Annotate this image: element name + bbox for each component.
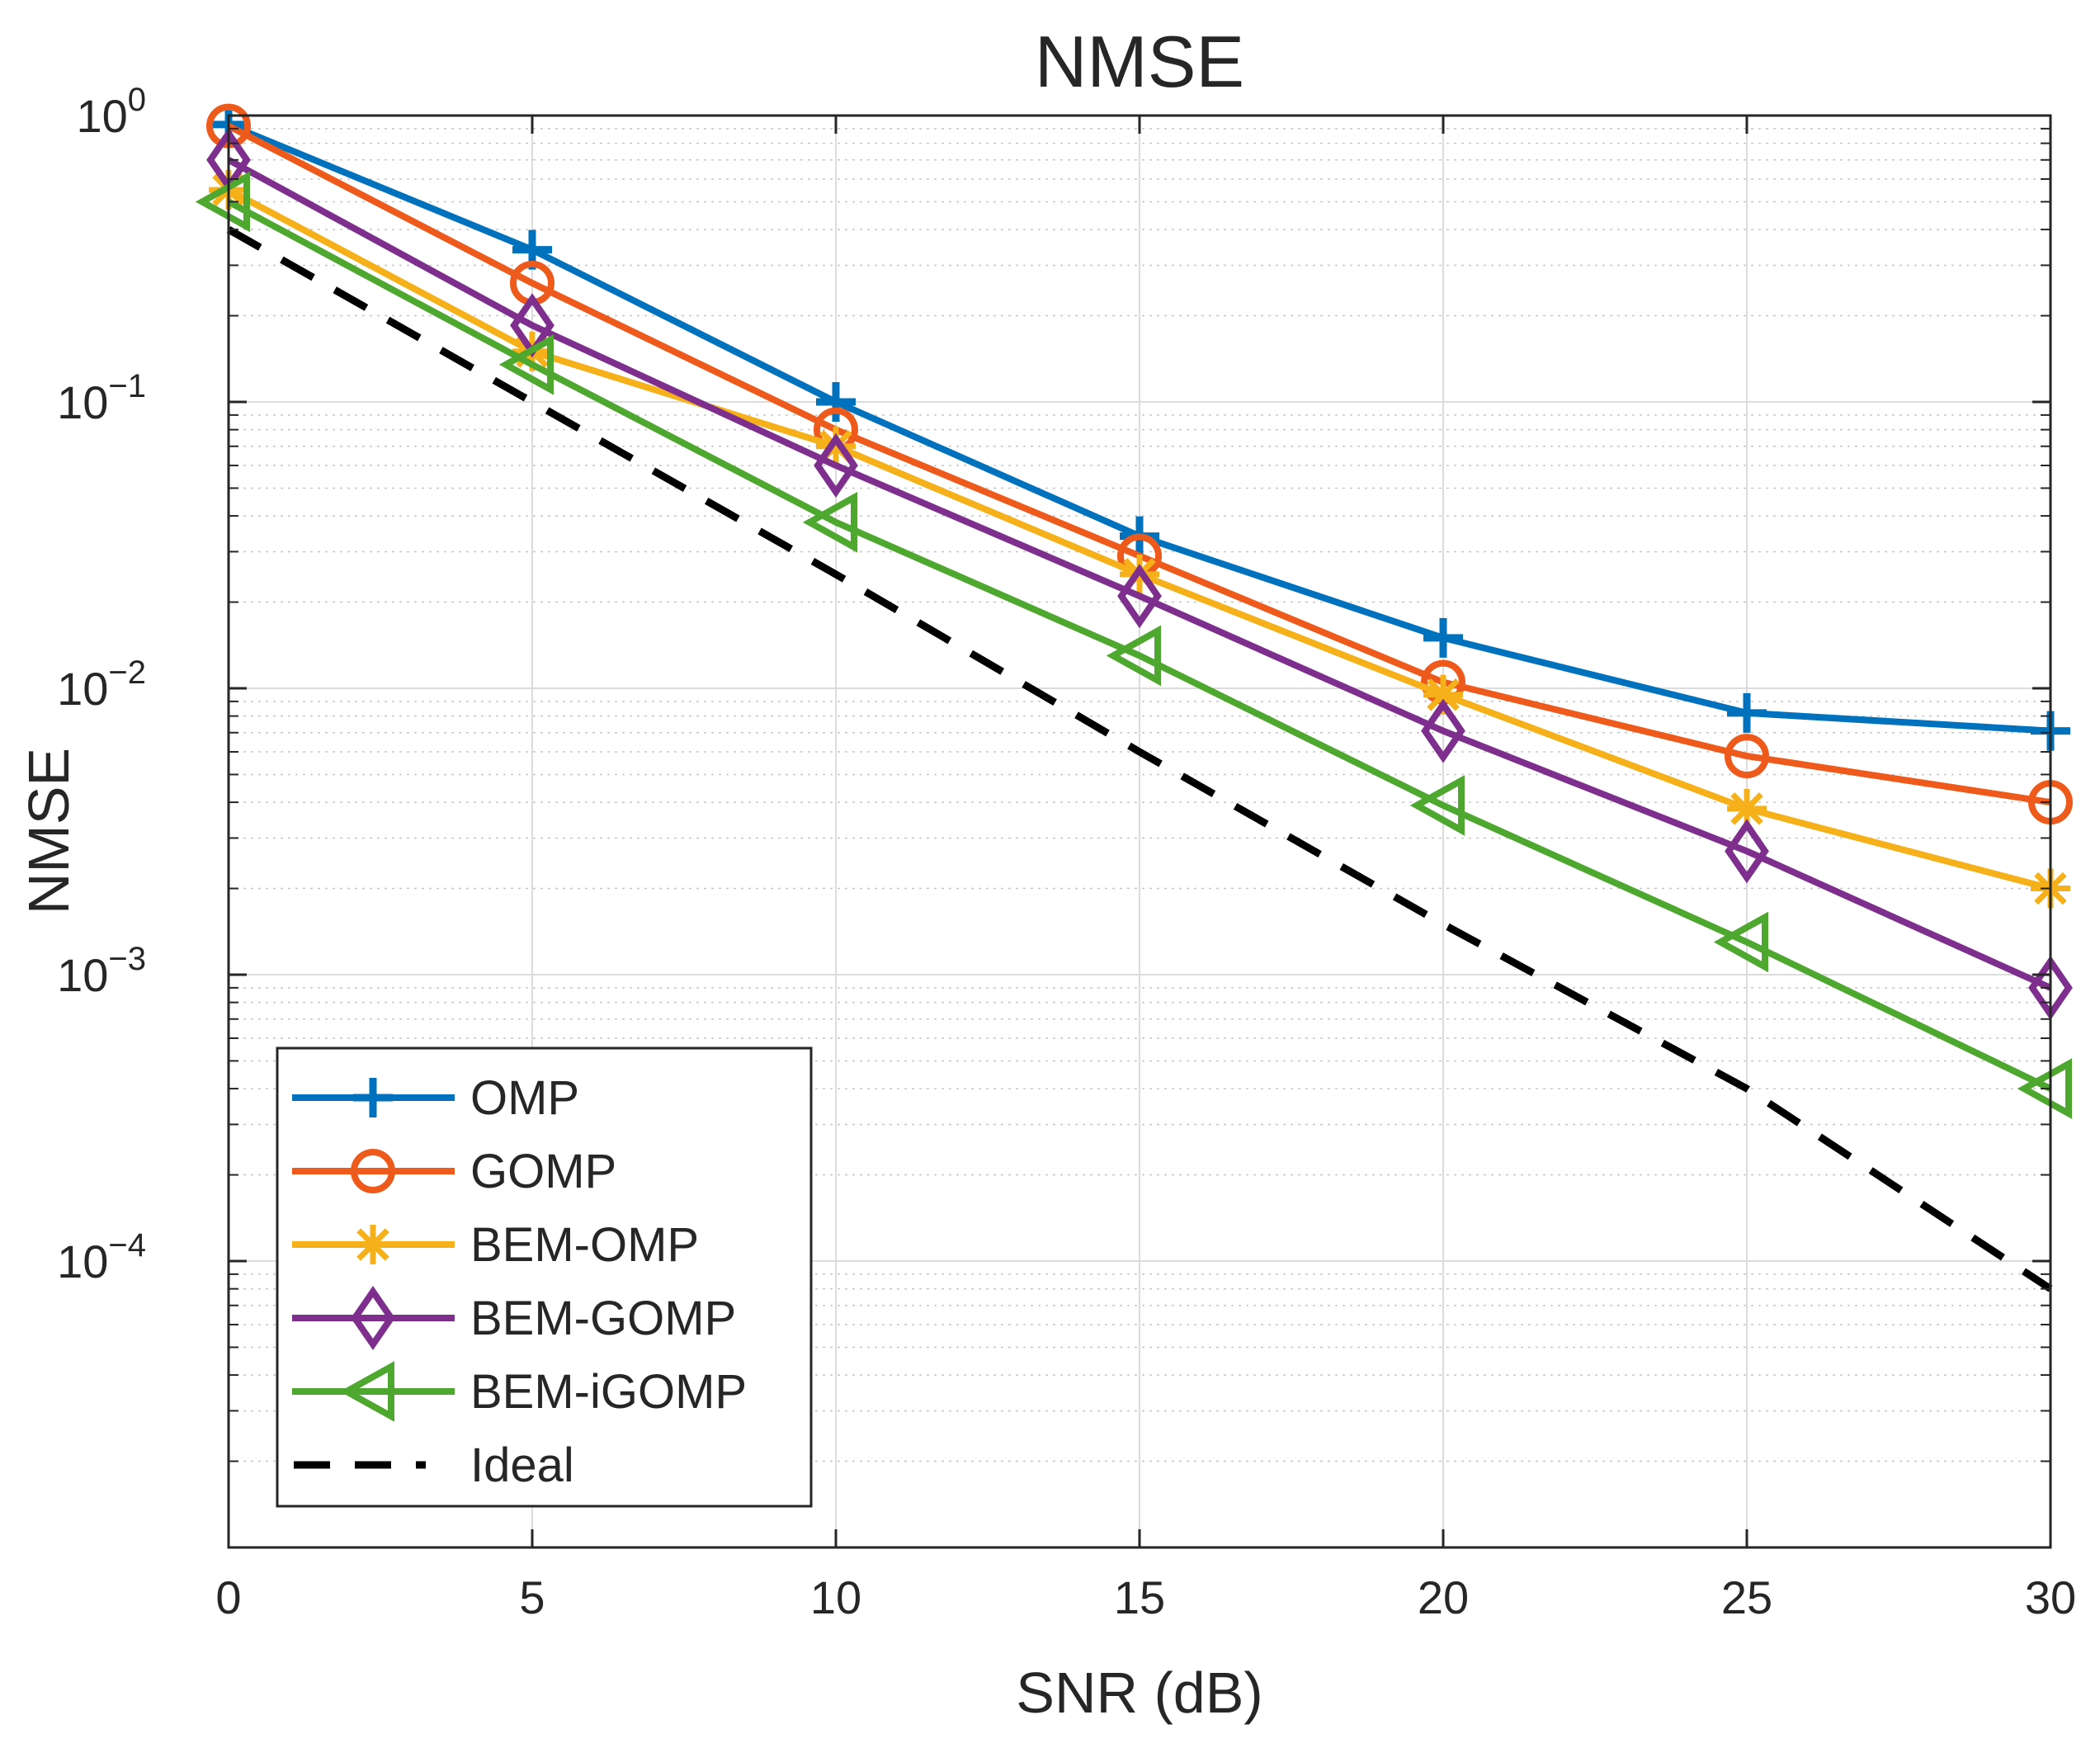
data-point xyxy=(802,492,857,553)
series-line xyxy=(226,226,2053,1292)
series-bem-igomp xyxy=(195,171,2072,1119)
x-tick-label: 20 xyxy=(1418,1571,1469,1623)
legend-label: BEM-GOMP xyxy=(470,1292,736,1345)
data-point xyxy=(195,171,250,233)
data-point xyxy=(1727,692,1767,733)
data-point xyxy=(1106,625,1161,687)
data-point xyxy=(1423,674,1463,715)
legend-item: Ideal xyxy=(294,1439,574,1492)
legend-label: Ideal xyxy=(470,1439,574,1492)
y-tick-label: 10−3 xyxy=(57,941,146,1001)
legend-item: GOMP xyxy=(292,1145,616,1198)
data-point xyxy=(1423,617,1463,658)
x-tick-label: 30 xyxy=(2025,1571,2076,1623)
data-point xyxy=(339,1361,394,1422)
axis-ticks: 0 5 10 15 20 25 30 100 10−1 10−2 10−3 10−4 xyxy=(57,82,2076,1623)
data-point xyxy=(816,382,856,422)
chart-title: NMSE xyxy=(1035,21,1244,102)
data-point xyxy=(1421,698,1465,763)
legend-label: BEM-OMP xyxy=(470,1218,699,1272)
legend-label: OMP xyxy=(470,1071,579,1125)
x-tick-label: 25 xyxy=(1721,1571,1772,1623)
legend-item: OMP xyxy=(292,1071,579,1125)
data-point xyxy=(1725,734,1769,779)
data-point xyxy=(498,333,554,395)
x-tick-label: 15 xyxy=(1114,1571,1165,1623)
y-axis-label: NMSE xyxy=(17,748,81,914)
data-point xyxy=(814,432,858,498)
y-tick-label: 100 xyxy=(76,82,146,142)
x-axis-label: SNR (dB) xyxy=(1016,1661,1262,1725)
data-point xyxy=(351,1285,395,1351)
y-tick-label: 10−4 xyxy=(57,1227,146,1287)
series-lines xyxy=(195,103,2073,1292)
data-point xyxy=(1725,819,1769,884)
data-point xyxy=(1727,788,1767,829)
series-line xyxy=(227,157,2052,991)
data-point xyxy=(351,1149,395,1193)
data-point xyxy=(816,426,856,466)
y-tick-label: 10−2 xyxy=(57,654,146,715)
data-point xyxy=(1117,564,1162,629)
legend-label: BEM-iGOMP xyxy=(470,1365,747,1419)
x-tick-label: 0 xyxy=(215,1571,241,1623)
data-point xyxy=(353,1225,393,1264)
data-point xyxy=(1409,775,1465,836)
legend-box xyxy=(276,1046,813,1508)
x-tick-label: 5 xyxy=(519,1571,545,1623)
data-point xyxy=(1713,911,1768,973)
legend-item: BEM-GOMP xyxy=(292,1285,736,1351)
legend-item: BEM-OMP xyxy=(292,1218,699,1272)
data-point xyxy=(2017,1058,2072,1119)
legend-item: BEM-iGOMP xyxy=(292,1361,747,1422)
series-line xyxy=(227,198,2052,1092)
legend-label: GOMP xyxy=(470,1145,616,1198)
y-tick-label: 10−1 xyxy=(57,368,146,428)
legend: OMP GOMP BEM-OMP BEM-GOMP BEM-iGOMP Ideal xyxy=(276,1046,813,1508)
data-point xyxy=(353,1078,393,1117)
series-ideal xyxy=(226,226,2053,1292)
x-tick-label: 10 xyxy=(810,1571,861,1623)
